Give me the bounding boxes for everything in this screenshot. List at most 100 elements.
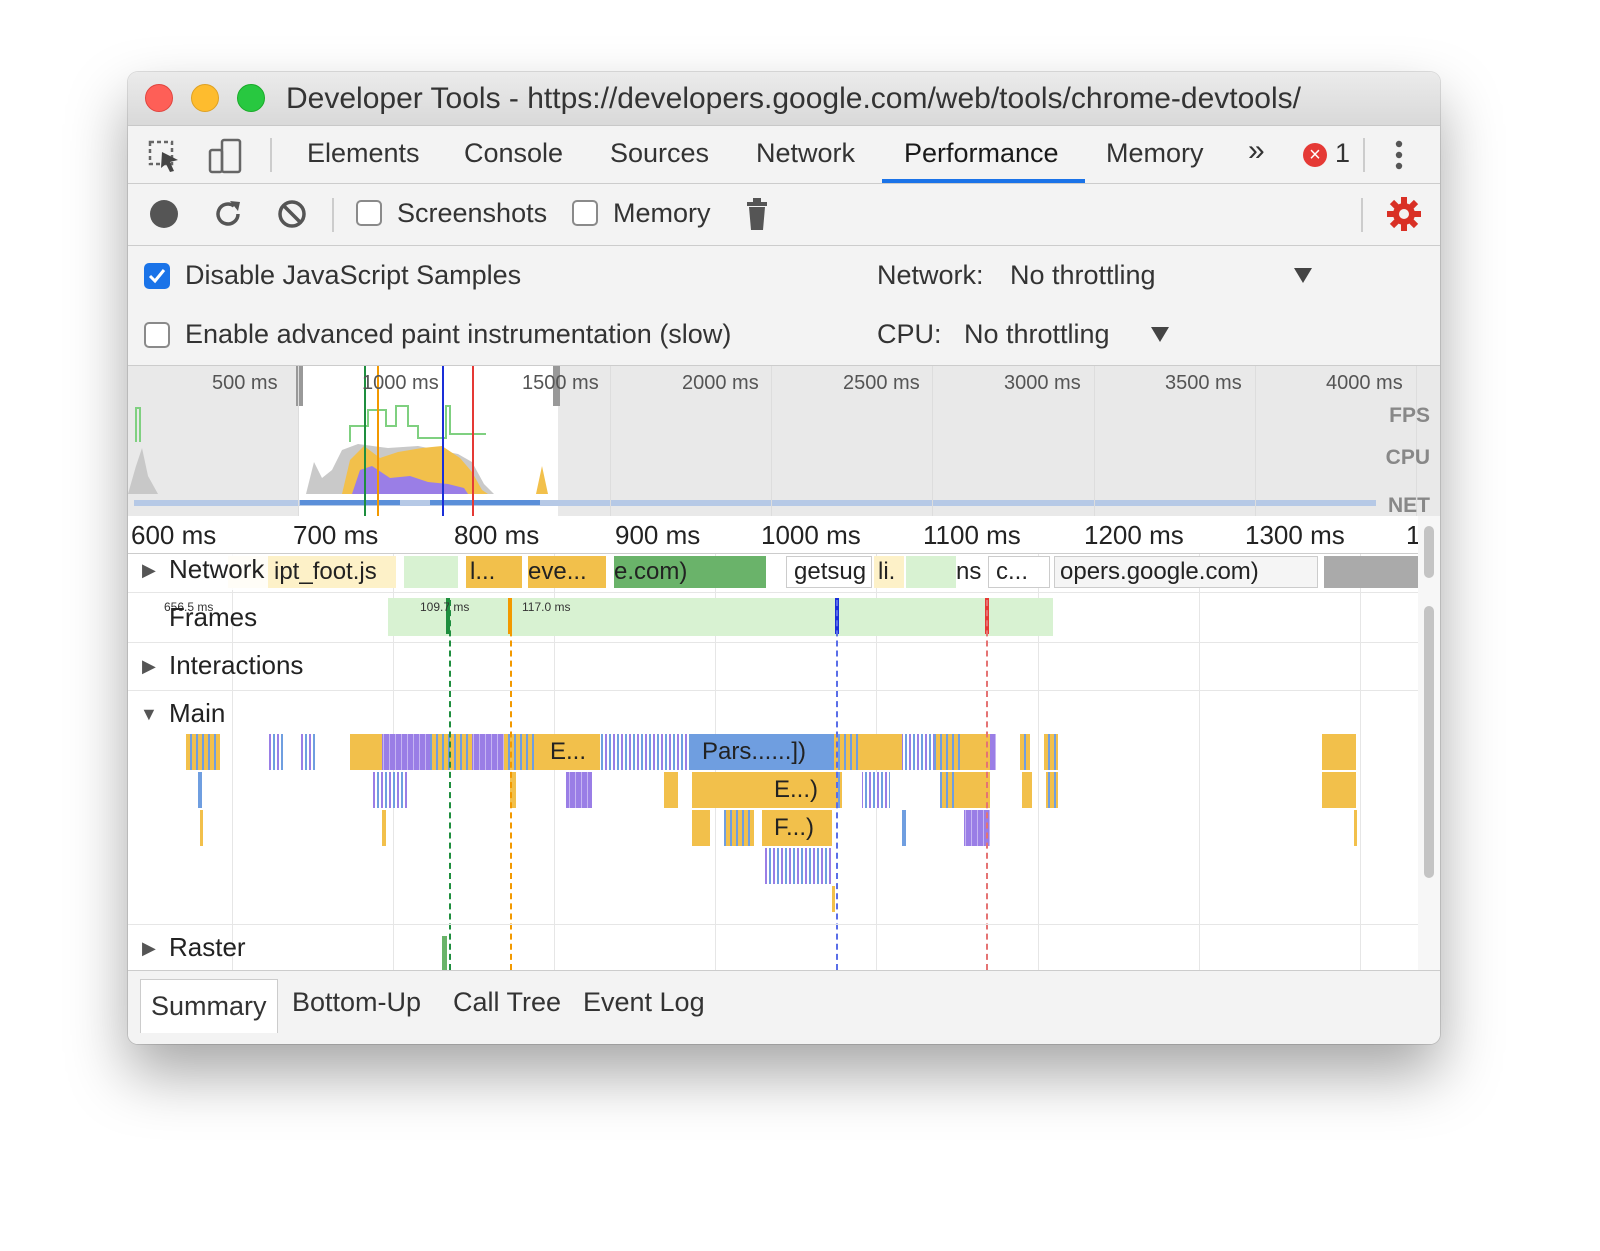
overview-tick: 1500 ms — [522, 372, 599, 394]
more-tabs-icon[interactable]: » — [1248, 134, 1265, 167]
overview-tick: 3000 ms — [1004, 372, 1081, 394]
frame-duration-label: 117.0 ms — [522, 600, 571, 614]
network-track[interactable]: ipt_foot.js l... eve... e.com) getsug li… — [128, 554, 1418, 590]
network-request[interactable]: ipt_foot.js — [274, 558, 377, 585]
frame-duration-label: 109.7 ms — [420, 600, 470, 614]
disable-js-samples-checkbox[interactable] — [144, 263, 170, 289]
zoom-window-button[interactable] — [237, 84, 265, 112]
overview-graph — [128, 366, 1440, 516]
raster-expand-icon[interactable]: ▶ — [142, 938, 156, 958]
reload-icon[interactable] — [212, 198, 244, 235]
cpu-throttling-select[interactable]: No throttling — [964, 319, 1110, 349]
overview-tick: 1000 ms — [362, 372, 439, 394]
frames-track[interactable]: 656.5 ms 109.7 ms 117.0 ms Frames — [128, 594, 1418, 640]
tab-network[interactable]: Network — [756, 138, 856, 168]
capture-settings-gear-icon[interactable] — [1386, 196, 1422, 237]
details-tab-bar: Summary Bottom-Up Call Tree Event Log — [128, 970, 1440, 1044]
title-bar: Developer Tools - https://developers.goo… — [128, 72, 1440, 126]
tabbar-separator — [270, 138, 272, 172]
kebab-menu-icon[interactable] — [1394, 138, 1404, 177]
main-thread-flame[interactable] — [128, 734, 1418, 944]
screenshots-label[interactable]: Screenshots — [397, 198, 548, 228]
network-scrollbar-thumb[interactable] — [1424, 526, 1434, 578]
ruler-tick: 600 ms — [131, 520, 217, 550]
tab-performance[interactable]: Performance — [904, 138, 1059, 168]
first-paint-marker — [449, 600, 451, 970]
overview-tick: 4000 ms — [1326, 372, 1403, 394]
main-task-label[interactable]: E... — [550, 738, 587, 765]
tab-call-tree[interactable]: Call Tree — [453, 987, 562, 1017]
main-task-label[interactable]: Pars......]) — [702, 738, 807, 765]
ruler-tick: 700 ms — [293, 520, 379, 550]
overview-tick: 2500 ms — [843, 372, 920, 394]
network-throttling-label: Network: — [877, 260, 984, 290]
clear-icon[interactable] — [276, 198, 308, 235]
tab-bottom-up[interactable]: Bottom-Up — [292, 987, 422, 1017]
ruler-tick: 800 ms — [454, 520, 540, 550]
network-request[interactable]: opers.google.com) — [1060, 558, 1259, 585]
cpu-label: CPU — [1385, 446, 1430, 469]
network-track-label[interactable]: Network — [169, 554, 265, 584]
main-task-label[interactable]: F...) — [774, 814, 814, 841]
tabbar-separator-2 — [1363, 138, 1365, 172]
screenshots-checkbox[interactable] — [356, 200, 382, 226]
inspect-element-icon[interactable] — [148, 140, 182, 179]
network-dropdown-chevron-icon[interactable] — [1294, 268, 1312, 289]
tab-event-log[interactable]: Event Log — [583, 987, 705, 1017]
capture-settings-pane: Disable JavaScript Samples Enable advanc… — [128, 246, 1440, 366]
record-icon[interactable] — [150, 200, 178, 228]
first-contentful-paint-marker — [510, 600, 512, 970]
close-window-button[interactable] — [145, 84, 173, 112]
main-task-label[interactable]: E...) — [774, 776, 819, 803]
tab-sources[interactable]: Sources — [610, 138, 710, 168]
garbage-collect-icon[interactable] — [744, 196, 770, 237]
ruler-tick: 1300 ms — [1245, 520, 1345, 550]
network-request[interactable]: li. — [878, 558, 896, 585]
flame-scrollbar[interactable] — [1418, 516, 1440, 970]
window-title: Developer Tools - https://developers.goo… — [286, 82, 1301, 115]
load-marker — [986, 600, 988, 970]
memory-label[interactable]: Memory — [613, 198, 711, 228]
main-collapse-icon[interactable]: ▼ — [140, 704, 158, 724]
dom-content-loaded-marker — [836, 600, 838, 970]
fps-label: FPS — [1389, 404, 1430, 427]
flame-chart[interactable]: ipt_foot.js l... eve... e.com) getsug li… — [128, 554, 1418, 970]
timeline-overview[interactable]: 500 ms 1000 ms 1500 ms 2000 ms 2500 ms 3… — [128, 366, 1440, 517]
advanced-paint-label[interactable]: Enable advanced paint instrumentation (s… — [185, 319, 732, 349]
network-request[interactable]: ns — [956, 558, 982, 585]
ruler-tick: 1100 ms — [923, 520, 1021, 550]
network-request[interactable]: getsug — [794, 558, 867, 585]
frames-track-label[interactable]: Frames — [169, 602, 258, 632]
memory-checkbox[interactable] — [572, 200, 598, 226]
tab-summary[interactable]: Summary — [140, 979, 278, 1033]
interactions-track-label[interactable]: Interactions — [169, 650, 304, 680]
overview-tick: 500 ms — [212, 372, 278, 394]
tab-console[interactable]: Console — [464, 138, 564, 168]
device-toolbar-icon[interactable] — [208, 138, 244, 181]
network-request[interactable]: l... — [470, 558, 496, 585]
ruler-tick: 1200 ms — [1084, 520, 1184, 550]
network-request[interactable]: e.com) — [614, 558, 688, 585]
toolbar-separator — [332, 198, 334, 232]
cpu-dropdown-chevron-icon[interactable] — [1151, 327, 1169, 348]
disable-js-samples-label[interactable]: Disable JavaScript Samples — [185, 260, 522, 290]
cpu-throttling-label: CPU: — [877, 319, 942, 349]
main-track-label[interactable]: Main — [169, 698, 226, 728]
overview-tick: 2000 ms — [682, 372, 759, 394]
tab-elements[interactable]: Elements — [307, 138, 420, 168]
toolbar-separator-2 — [1361, 198, 1363, 232]
network-throttling-select[interactable]: No throttling — [1010, 260, 1156, 290]
network-request[interactable]: c... — [996, 558, 1029, 585]
overview-tick: 3500 ms — [1165, 372, 1242, 394]
tab-memory[interactable]: Memory — [1106, 138, 1204, 168]
raster-track-label[interactable]: Raster — [169, 932, 246, 962]
interactions-expand-icon[interactable]: ▶ — [142, 656, 156, 676]
advanced-paint-checkbox[interactable] — [144, 322, 170, 348]
network-request[interactable]: eve... — [528, 558, 587, 585]
network-expand-icon[interactable]: ▶ — [142, 560, 156, 580]
minimize-window-button[interactable] — [191, 84, 219, 112]
error-icon[interactable]: × — [1303, 143, 1327, 167]
error-count[interactable]: 1 — [1335, 138, 1351, 168]
active-tab-indicator — [882, 179, 1085, 183]
main-scrollbar-thumb[interactable] — [1424, 606, 1434, 878]
